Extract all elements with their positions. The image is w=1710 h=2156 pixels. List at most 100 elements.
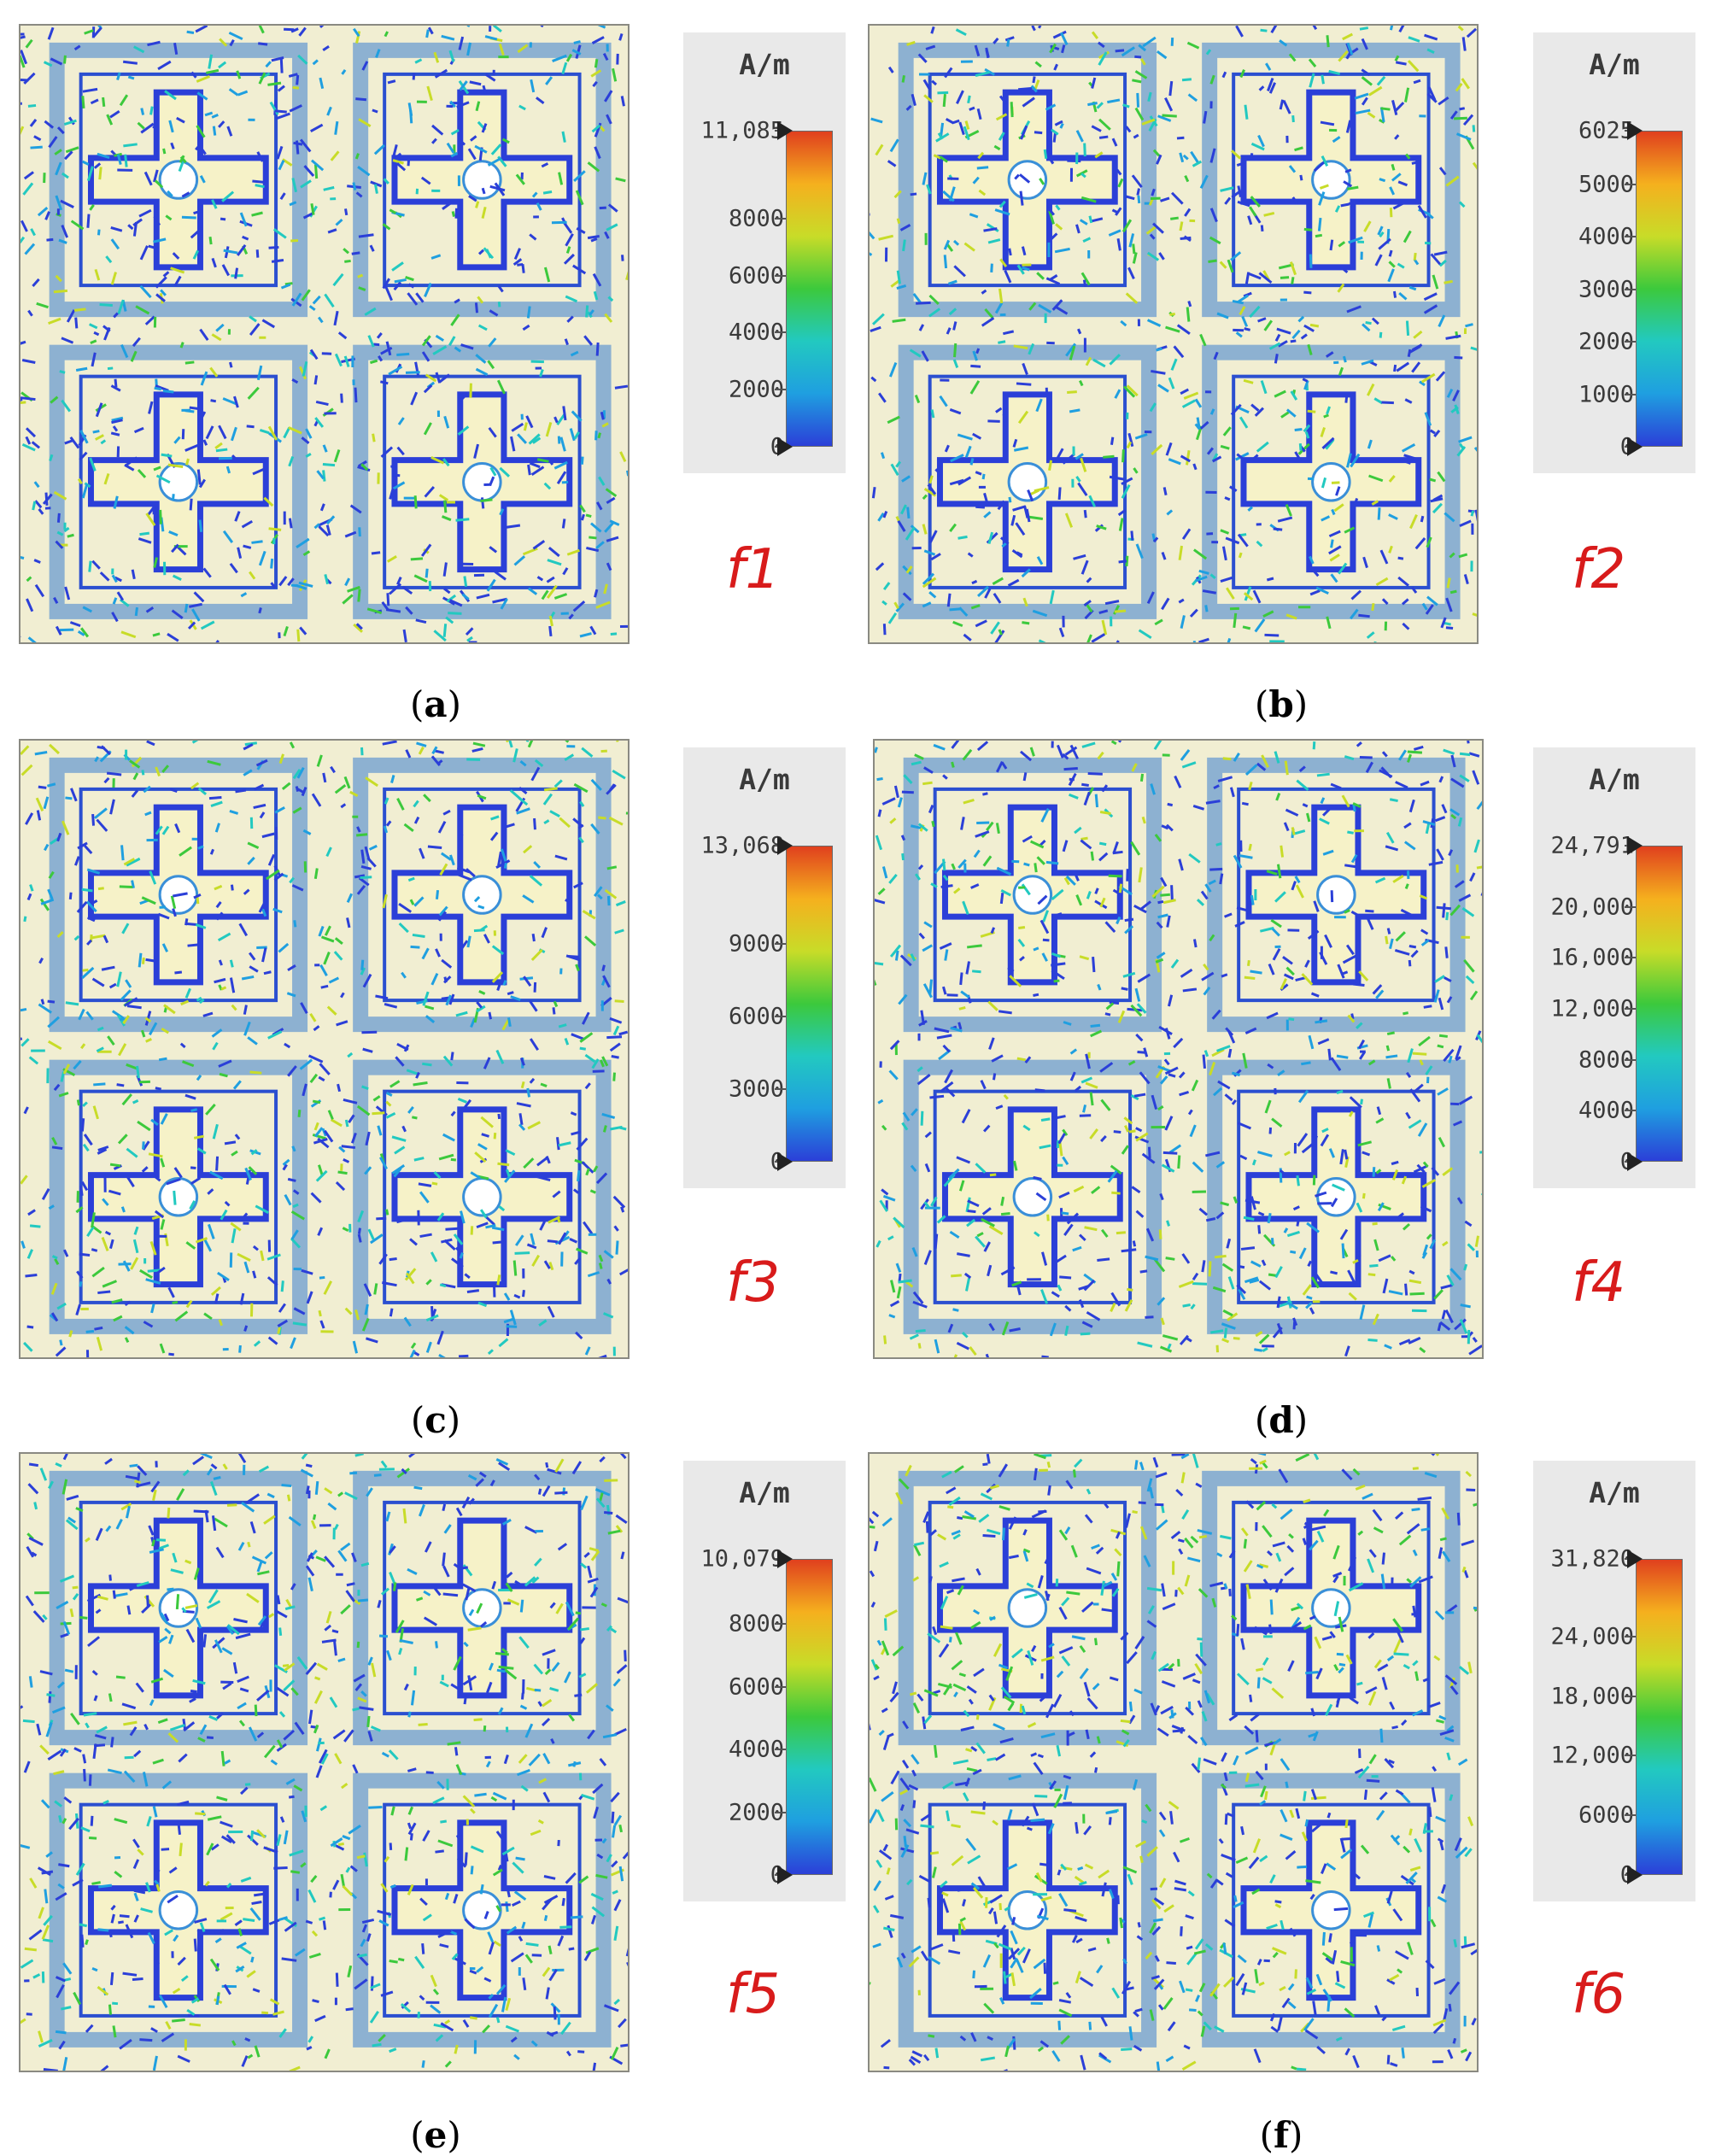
surface-current-arrow	[1226, 1238, 1232, 1249]
surface-current-arrow	[1198, 569, 1209, 575]
surface-current-arrow	[1031, 26, 1036, 32]
surface-current-arrow	[1296, 1602, 1304, 1610]
surface-current-arrow	[964, 1278, 971, 1292]
surface-current-arrow	[1096, 1736, 1101, 1744]
surface-current-arrow	[521, 1921, 526, 1930]
surface-current-arrow	[899, 954, 912, 967]
surface-current-arrow	[38, 507, 44, 515]
surface-current-arrow	[972, 1970, 976, 1979]
surface-current-arrow	[373, 144, 385, 155]
surface-current-arrow	[111, 1298, 123, 1304]
surface-current-arrow	[322, 1920, 327, 1930]
surface-current-arrow	[395, 1056, 405, 1067]
surface-current-arrow	[75, 1304, 81, 1316]
surface-current-arrow	[91, 1966, 98, 1972]
surface-current-arrow	[1258, 1333, 1270, 1345]
surface-current-arrow	[553, 779, 563, 788]
surface-current-arrow	[925, 44, 936, 50]
surface-current-arrow	[1320, 1134, 1330, 1147]
surface-current-arrow	[585, 305, 589, 318]
surface-current-arrow	[425, 29, 430, 38]
surface-current-arrow	[300, 1861, 307, 1868]
surface-current-arrow	[218, 61, 227, 69]
surface-current-arrow	[145, 1037, 152, 1043]
surface-current-arrow	[185, 1241, 196, 1250]
surface-current-arrow	[1080, 839, 1092, 850]
surface-current-arrow	[40, 1799, 50, 1809]
surface-current-arrow	[73, 44, 81, 51]
surface-current-arrow	[202, 567, 212, 578]
surface-current-arrow	[362, 1047, 373, 1053]
surface-current-arrow	[1345, 120, 1352, 133]
surface-current-arrow	[21, 359, 36, 364]
colorbar-tick-label: 10,079	[700, 1545, 784, 1573]
surface-current-arrow	[217, 932, 231, 942]
surface-current-arrow	[118, 1043, 127, 1057]
surface-current-arrow	[1010, 102, 1014, 118]
surface-current-arrow	[489, 1479, 495, 1487]
surface-current-arrow	[1075, 453, 1084, 460]
surface-current-arrow	[256, 1561, 263, 1573]
surface-current-arrow	[1280, 1509, 1293, 1520]
surface-current-arrow	[157, 912, 170, 920]
surface-current-arrow	[545, 422, 553, 437]
surface-current-arrow	[248, 1726, 258, 1742]
surface-current-arrow	[1404, 883, 1409, 889]
surface-current-arrow	[1291, 277, 1295, 284]
surface-current-arrow	[488, 1942, 495, 1955]
surface-current-arrow	[288, 73, 298, 78]
surface-current-arrow	[1365, 761, 1373, 773]
surface-current-arrow	[234, 1134, 241, 1140]
surface-current-arrow	[155, 384, 169, 392]
surface-current-arrow	[931, 79, 938, 86]
surface-current-arrow	[487, 1349, 494, 1356]
surface-current-arrow	[320, 1753, 329, 1765]
surface-current-arrow	[86, 166, 94, 181]
surface-current-arrow	[1239, 69, 1245, 79]
surface-current-arrow	[423, 1590, 431, 1596]
surface-current-arrow	[1081, 741, 1096, 748]
surface-current-arrow	[324, 1624, 332, 1632]
surface-current-arrow	[594, 589, 599, 598]
surface-current-arrow	[273, 872, 284, 882]
surface-current-arrow	[449, 854, 455, 866]
surface-current-arrow	[1268, 1127, 1273, 1134]
surface-current-arrow	[1379, 769, 1393, 778]
surface-current-arrow	[898, 1279, 912, 1284]
unit-cell-frame	[353, 1059, 612, 1334]
surface-current-arrow	[1030, 1818, 1045, 1822]
surface-current-arrow	[566, 548, 580, 556]
surface-current-arrow	[1078, 1299, 1085, 1309]
surface-current-arrow	[161, 943, 169, 952]
surface-current-arrow	[214, 1929, 225, 1935]
colorbar-tick-mark	[775, 274, 786, 277]
surface-current-arrow	[500, 598, 508, 610]
surface-current-arrow	[952, 321, 957, 331]
surface-current-arrow	[1198, 1588, 1209, 1598]
surface-current-arrow	[173, 1934, 179, 1942]
surface-current-arrow	[101, 1237, 109, 1251]
surface-current-arrow	[1458, 436, 1473, 443]
surface-current-arrow	[396, 1042, 409, 1052]
surface-current-arrow	[21, 442, 36, 452]
surface-current-arrow	[1139, 773, 1145, 782]
surface-current-arrow	[942, 190, 955, 202]
surface-current-arrow	[963, 798, 975, 805]
surface-current-arrow	[610, 1627, 618, 1634]
surface-current-arrow	[1185, 1988, 1193, 1992]
surface-current-arrow	[1064, 1325, 1069, 1336]
surface-current-arrow	[911, 2050, 923, 2058]
surface-current-arrow	[1152, 1456, 1159, 1468]
surface-current-arrow	[1022, 835, 1033, 843]
surface-current-arrow	[579, 632, 592, 638]
surface-current-arrow	[1249, 272, 1262, 280]
surface-current-arrow	[958, 121, 965, 136]
surface-current-arrow	[62, 1621, 71, 1635]
surface-current-arrow	[366, 1933, 372, 1942]
surface-current-arrow	[20, 1007, 27, 1012]
surface-current-arrow	[1285, 408, 1297, 418]
surface-current-arrow	[1308, 58, 1317, 67]
surface-current-arrow	[1456, 445, 1467, 457]
surface-current-arrow	[976, 741, 989, 752]
surface-current-arrow	[357, 589, 361, 602]
